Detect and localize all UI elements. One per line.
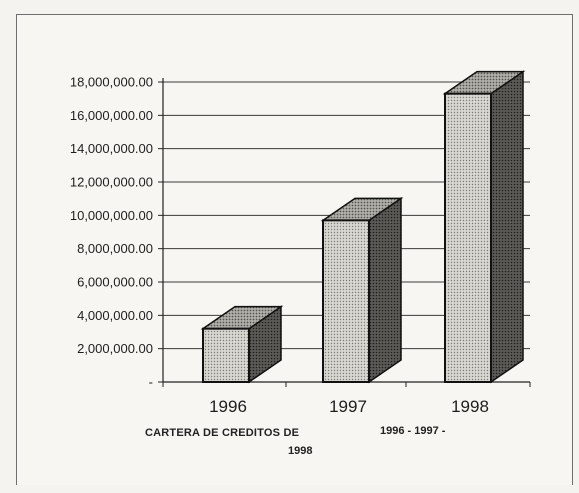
bar xyxy=(320,196,404,384)
y-tick-label: 6,000,000.00 xyxy=(77,275,153,290)
bar-side-face xyxy=(368,196,402,384)
y-tick-label: 18,000,000.00 xyxy=(70,75,153,90)
y-tick-label: - xyxy=(149,375,153,390)
bar xyxy=(200,305,284,384)
y-tick-label: 2,000,000.00 xyxy=(77,341,153,356)
y-tick-label: 16,000,000.00 xyxy=(70,108,153,123)
bars xyxy=(200,70,526,384)
bar-front-face xyxy=(322,219,370,383)
y-tick-label: 14,000,000.00 xyxy=(70,141,153,156)
x-tick-label: 1997 xyxy=(329,397,367,416)
chart-caption-left: CARTERA DE CREDITOS DE xyxy=(145,427,300,439)
bar-front-face xyxy=(202,327,250,383)
y-tick-label: 4,000,000.00 xyxy=(77,308,153,323)
bar-front-face xyxy=(444,92,492,384)
x-tick-label: 1996 xyxy=(209,397,247,416)
x-tick-labels: 1996 1997 1998 xyxy=(209,397,489,416)
y-tick-label: 8,000,000.00 xyxy=(77,241,153,256)
y-tick-label: 12,000,000.00 xyxy=(70,175,153,190)
x-tick-label: 1998 xyxy=(451,397,489,416)
y-tick-labels: - 2,000,000.00 4,000,000.00 6,000,000.00 8,0… xyxy=(70,75,153,390)
bar xyxy=(442,70,526,384)
chart-caption-year: 1998 xyxy=(288,445,313,457)
y-tick-label: 10,000,000.00 xyxy=(70,208,153,223)
chart-caption-right: 1996 - 1997 - xyxy=(380,425,446,437)
bar-side-face xyxy=(490,70,524,384)
